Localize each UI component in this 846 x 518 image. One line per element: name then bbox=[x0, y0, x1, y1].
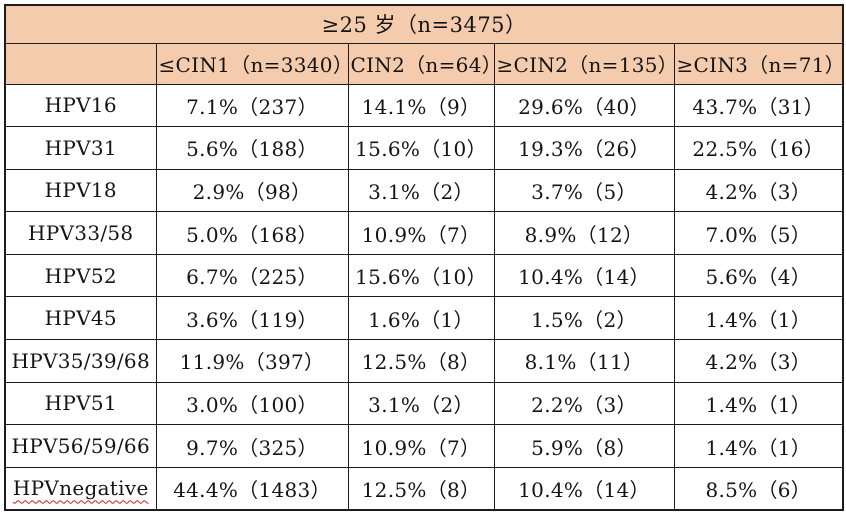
data-cell: 1.6%（1） bbox=[347, 296, 495, 341]
data-cell: 8.1%（11） bbox=[493, 339, 675, 383]
data-cell: 22.5%（16） bbox=[673, 126, 844, 170]
data-cell: 3.6%（119） bbox=[155, 296, 349, 341]
data-cell: 4.2%（3） bbox=[673, 168, 844, 213]
column-header: ≥CIN2（n=135） bbox=[493, 42, 675, 85]
data-cell: 14.1%（9） bbox=[347, 83, 495, 128]
row-label-text: HPV16 bbox=[44, 93, 117, 118]
table-row: HPV56/59/66 9.7%（325） 10.9%（7） 5.9%（8） 1.4%（… bbox=[4, 424, 844, 468]
data-cell: 43.7%（31） bbox=[673, 83, 844, 128]
data-cell: 15.6%（10） bbox=[347, 253, 495, 298]
table-row: HPV31 5.6%（188） 15.6%（10） 19.3%（26） 22.5%（16… bbox=[4, 126, 844, 170]
table-row: HPV33/58 5.0%（168） 10.9%（7） 8.9%（12） 7.0%（5） bbox=[4, 211, 844, 255]
row-label-text: HPV52 bbox=[44, 263, 117, 288]
data-cell: 19.3%（26） bbox=[493, 126, 675, 170]
data-cell: 12.5%（8） bbox=[347, 466, 495, 511]
table-row: HPV18 2.9%（98） 3.1%（2） 3.7%（5） 4.2%（3） bbox=[4, 168, 844, 213]
data-cell: 8.9%（12） bbox=[493, 211, 675, 255]
column-header: CIN2（n=64） bbox=[347, 42, 495, 85]
row-label-cell: HPV31 bbox=[4, 126, 157, 170]
data-cell: 3.1%（2） bbox=[347, 381, 495, 426]
data-cell: 44.4%（1483） bbox=[155, 466, 349, 511]
table-row: HPV51 3.0%（100） 3.1%（2） 2.2%（3） 1.4%（1） bbox=[4, 381, 844, 426]
row-label-text: HPV51 bbox=[44, 391, 117, 416]
row-label-cell: HPV16 bbox=[4, 83, 157, 128]
table-title-row: ≥25 岁（n=3475） bbox=[4, 4, 844, 44]
column-header-row: ≤CIN1（n=3340） CIN2（n=64） ≥CIN2（n=135） ≥CIN3… bbox=[4, 42, 844, 85]
table-row: HPV35/39/68 11.9%（397） 12.5%（8） 8.1%（11） 4.2… bbox=[4, 339, 844, 383]
data-cell: 2.2%（3） bbox=[493, 381, 675, 426]
row-label-text: HPV31 bbox=[44, 135, 117, 160]
table-row: HPV16 7.1%（237） 14.1%（9） 29.6%（40） 43.7%（31） bbox=[4, 83, 844, 128]
table-row: HPV45 3.6%（119） 1.6%（1） 1.5%（2） 1.4%（1） bbox=[4, 296, 844, 341]
data-cell: 1.4%（1） bbox=[673, 296, 844, 341]
table-row: HPV52 6.7%（225） 15.6%（10） 10.4%（14） 5.6%（4） bbox=[4, 253, 844, 298]
row-label-text: HPV18 bbox=[44, 178, 117, 203]
table-title: ≥25 岁（n=3475） bbox=[4, 4, 844, 44]
data-cell: 3.7%（5） bbox=[493, 168, 675, 213]
hpv-cin-prevalence-table: ≥25 岁（n=3475） ≤CIN1（n=3340） CIN2（n=64） ≥CI… bbox=[4, 4, 845, 511]
data-cell: 15.6%（10） bbox=[347, 126, 495, 170]
data-cell: 7.0%（5） bbox=[673, 211, 844, 255]
data-cell: 1.4%（1） bbox=[673, 381, 844, 426]
row-label-cell: HPV52 bbox=[4, 253, 157, 298]
row-label-text: HPV56/59/66 bbox=[11, 434, 150, 459]
row-label-cell: HPV33/58 bbox=[4, 211, 157, 255]
data-cell: 4.2%（3） bbox=[673, 339, 844, 383]
data-cell: 10.4%（14） bbox=[493, 466, 675, 511]
data-cell: 10.9%（7） bbox=[347, 424, 495, 468]
data-cell: 12.5%（8） bbox=[347, 339, 495, 383]
data-cell: 5.6%（4） bbox=[673, 253, 844, 298]
data-cell: 1.5%（2） bbox=[493, 296, 675, 341]
data-cell: 2.9%（98） bbox=[155, 168, 349, 213]
data-cell: 9.7%（325） bbox=[155, 424, 349, 468]
data-cell: 3.0%（100） bbox=[155, 381, 349, 426]
data-cell: 6.7%（225） bbox=[155, 253, 349, 298]
column-header: ≤CIN1（n=3340） bbox=[155, 42, 349, 85]
data-cell: 29.6%（40） bbox=[493, 83, 675, 128]
data-cell: 7.1%（237） bbox=[155, 83, 349, 128]
data-cell: 11.9%（397） bbox=[155, 339, 349, 383]
row-label-text: HPV45 bbox=[44, 306, 117, 331]
row-label-cell: HPV35/39/68 bbox=[4, 339, 157, 383]
data-cell: 8.5%（6） bbox=[673, 466, 844, 511]
column-header: ≥CIN3（n=71） bbox=[673, 42, 844, 85]
row-label-text: HPV35/39/68 bbox=[11, 348, 150, 373]
data-cell: 5.9%（8） bbox=[493, 424, 675, 468]
data-cell: 5.0%（168） bbox=[155, 211, 349, 255]
data-cell: 10.4%（14） bbox=[493, 253, 675, 298]
data-cell: 10.9%（7） bbox=[347, 211, 495, 255]
data-cell: 3.1%（2） bbox=[347, 168, 495, 213]
corner-empty-cell bbox=[4, 42, 157, 85]
data-cell: 1.4%（1） bbox=[673, 424, 844, 468]
data-cell: 5.6%（188） bbox=[155, 126, 349, 170]
row-label-cell: HPV56/59/66 bbox=[4, 424, 157, 468]
row-label-cell: HPV51 bbox=[4, 381, 157, 426]
row-label-cell: HPVnegative bbox=[4, 466, 157, 511]
row-label-cell: HPV45 bbox=[4, 296, 157, 341]
row-label-text: HPVnegative bbox=[12, 476, 149, 501]
row-label-text: HPV33/58 bbox=[28, 221, 134, 246]
table-row: HPVnegative 44.4%（1483） 12.5%（8） 10.4%（14） 8… bbox=[4, 466, 844, 511]
row-label-cell: HPV18 bbox=[4, 168, 157, 213]
